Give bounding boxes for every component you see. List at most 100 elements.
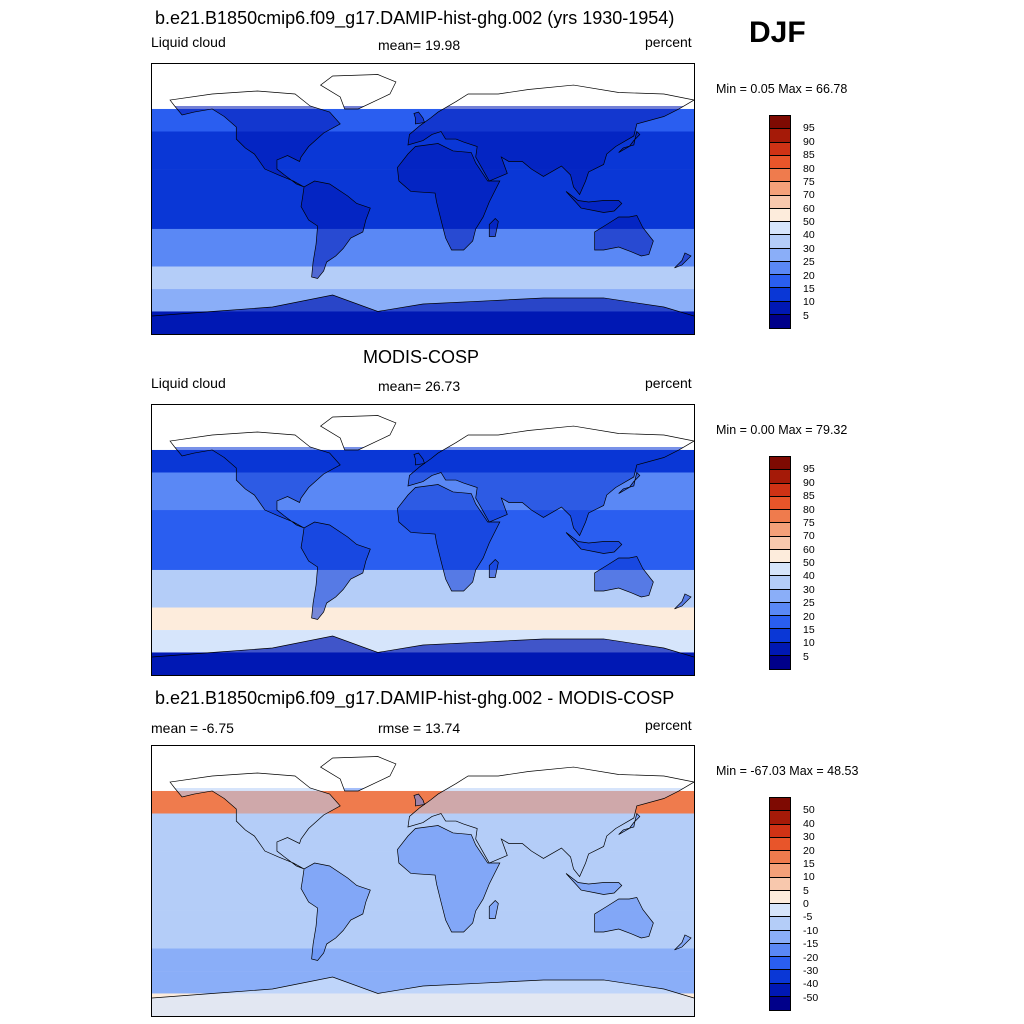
colorbar-swatch [770,602,790,616]
coastline-antarctica [152,635,694,658]
coastline-madagascar [488,217,499,237]
colorbar-tick-label: 95 [803,463,815,476]
colorbar-tick-label: 90 [803,135,815,148]
panel-3-minmax: Min = -67.03 Max = 48.53 [716,764,859,778]
coastline-new-zealand [674,934,692,951]
land-shading-africa [397,484,500,592]
colorbar-swatch [770,824,790,838]
colorbar-tick-label: 25 [803,256,815,269]
land-shading-north-america [170,773,341,869]
colorbar-tick-label: 50 [803,557,815,569]
panel-3-units-label: percent [645,717,692,733]
panel-2-map-svg [152,405,694,675]
colorbar-tick-label: 40 [803,229,815,242]
colorbar-swatch [770,301,790,315]
land-shading-south-america [301,522,371,620]
colorbar-swatch [770,904,790,918]
colorbar-tick-label: 90 [803,476,815,489]
colorbar-tick-label: 5 [803,884,809,897]
land-shading-australia [594,556,654,597]
coastline-greenland [319,756,397,792]
panel-2-title: MODIS-COSP [363,347,480,367]
colorbar-swatch [770,182,790,196]
coastline-eurasia [407,425,694,537]
colorbar-tick-label: -20 [803,951,819,964]
panel-2-variable-label: Liquid cloud [151,375,226,391]
colorbar-tick-label: 20 [803,269,815,282]
coastline-madagascar [488,899,499,919]
coastline-greenland [319,415,397,451]
colorbar-tick-label: 15 [803,623,815,636]
coastline-africa [397,143,501,251]
coastline-greenland [319,74,397,110]
land-shading-eurasia [407,85,694,195]
colorbar-swatch [770,563,790,577]
colorbar-swatch [770,877,790,891]
coastline-indonesia [565,873,623,895]
colorbar-tick-label: 25 [803,597,815,610]
land-shading-north-america [170,432,341,528]
colorbar-tick-label: 40 [803,817,815,830]
panel-1-minmax: Min = 0.05 Max = 66.78 [716,82,848,96]
colorbar-swatch [770,222,790,236]
land-shading-uk [413,453,425,465]
land-shading-south-america [301,863,371,961]
panel-2-units-label: percent [645,375,692,391]
land-shading-eurasia [407,767,694,877]
colorbar-tick-label: 95 [803,122,815,135]
colorbar-swatch [770,116,790,130]
antarctica-shading [152,635,694,675]
land-shading-australia [594,897,654,938]
colorbar-swatch [770,837,790,851]
colorbar-tick-label: 10 [803,871,815,884]
land-shading-uk [413,794,425,806]
zonal-band [152,948,694,972]
colorbar-tick-label: 40 [803,570,815,583]
colorbar-swatch [770,930,790,944]
colorbar-swatch [770,457,790,471]
colorbar-tick-label: -10 [803,924,819,937]
land-shading-indonesia [566,532,622,554]
colorbar-swatch [770,314,790,328]
colorbar-swatch [770,589,790,603]
colorbar-swatch [770,523,790,537]
colorbar-swatch [770,208,790,222]
colorbar-swatch [770,957,790,971]
coastline-africa [397,825,501,933]
panel-3-map [151,745,695,1017]
panel-3-map-svg [152,746,694,1016]
colorbar-swatch [770,811,790,825]
coastline-eurasia [407,766,694,878]
colorbar-tick-label: 80 [803,503,815,516]
colorbar-swatch [770,629,790,643]
antarctica-shading [152,294,694,334]
panel-2-minmax: Min = 0.00 Max = 79.32 [716,423,848,437]
colorbar-tick-label: 50 [803,216,815,228]
colorbar-tick-label: -40 [803,978,819,991]
colorbar-swatch [770,129,790,143]
colorbar-tick-label: 15 [803,282,815,295]
panel-1-mean-label: mean= 19.98 [378,37,461,53]
land-shading-uk [413,112,425,124]
coastline-north-america [169,772,341,870]
colorbar-tick-label: 85 [803,149,815,162]
colorbar-swatch [770,470,790,484]
colorbar-tick-label: 5 [803,650,809,663]
land-shading-indonesia [566,873,622,895]
colorbar-tick-label: 30 [803,242,815,255]
colorbar-tick-label: 80 [803,162,815,175]
colorbar-swatch [770,864,790,878]
colorbar-tick-label: 70 [803,189,815,202]
land-shading-south-america [301,181,371,279]
coastline-north-america [169,431,341,529]
panel-1-map [151,63,695,335]
colorbar-swatch [770,917,790,931]
coastline-uk [413,111,425,125]
land-shading-indonesia [566,191,622,213]
panel-3-rmse-label: rmse = 13.74 [378,720,461,736]
colorbar-swatch [770,275,790,289]
coastline-africa [397,484,501,592]
panel-2-colorbar [769,456,791,670]
panel-1-title: b.e21.B1850cmip6.f09_g17.DAMIP-hist-ghg.… [155,8,675,28]
coastline-new-zealand [674,593,692,610]
